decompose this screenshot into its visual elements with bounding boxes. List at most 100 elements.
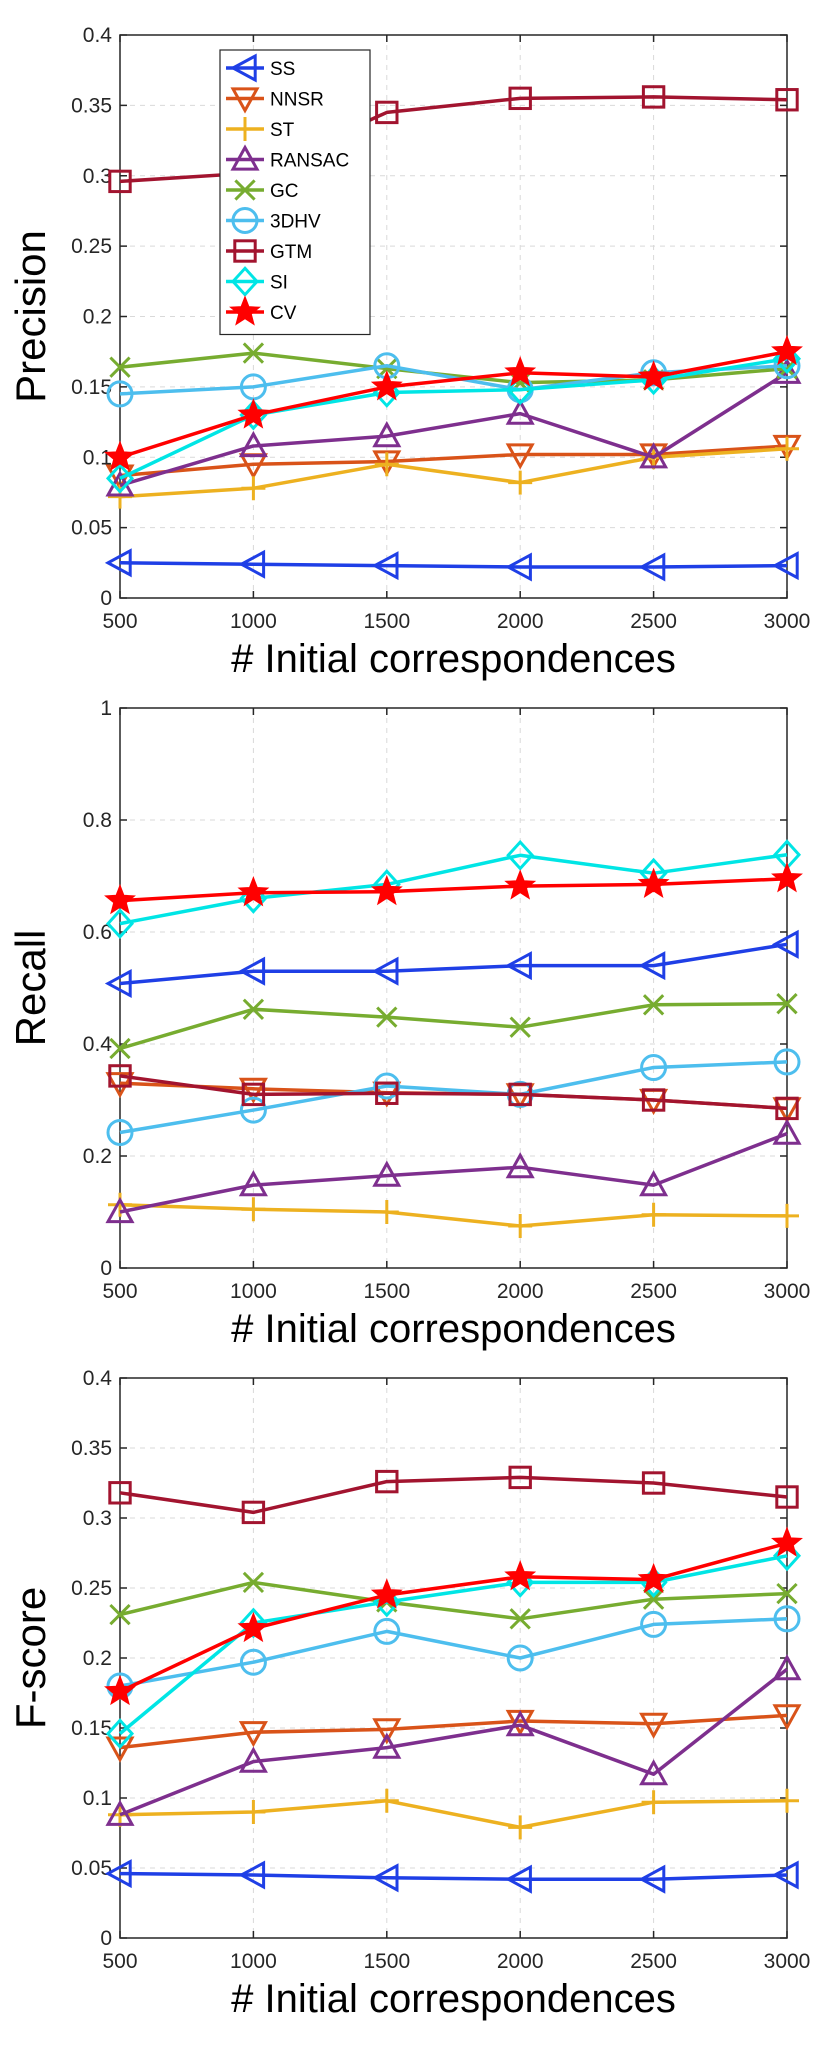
chart-1: 500 1000 1500 2000 2500 3000 0 0.05 0.1 0.15 0.2 0.… [7,24,810,681]
marker-st-4 [641,1202,666,1227]
marker-cv-2 [370,874,403,906]
series-line-cv [119,877,788,903]
marker-cv-2 [370,370,403,401]
marker-ransac-legend [230,144,260,171]
series-line-ransac [119,371,788,488]
x-tick-label: 2000 [497,1280,544,1303]
marker-cv-legend [229,295,261,326]
marker-cv-3 [504,1560,537,1591]
marker-st-5 [775,1203,799,1228]
y-tick-label: 0.8 [83,809,112,832]
chart-3: 500 1000 1500 2000 2500 3000 0 0.05 0.1 0.15 0.2 0.… [7,1367,810,2021]
marker-si-3 [506,374,535,406]
marker-gc-0 [109,1603,131,1626]
y-tick-label: 0.2 [83,1647,112,1670]
marker-si-legend [230,266,260,297]
marker-gtm-5 [775,1485,799,1509]
marker-ss-2 [371,1863,399,1893]
legend-label-cv: CV [270,303,297,324]
series-cv [104,1526,803,1706]
x-tick-label: 500 [102,1950,137,1973]
marker-gtm-0 [108,1064,132,1088]
series-line-ransac [119,1667,789,1817]
marker-gc-0 [109,1037,131,1060]
x-tick-label: 3000 [764,1280,811,1303]
marker-ss-2 [371,551,399,581]
marker-cv-1 [237,398,270,429]
series-line-3dhv [119,1060,788,1135]
x-tick-label: 2000 [497,610,544,633]
marker-3dhv-0 [106,380,134,408]
chart-2: 500 1000 1500 2000 2500 3000 0 0.2 0.4 0.6 0.8 1 # I… [7,697,810,1351]
y-tick-label: 0.35 [71,94,112,117]
x-axis-label: # Initial correspondences [231,637,676,681]
series-gtm [108,1465,799,1525]
marker-ss-5 [771,1860,799,1890]
marker-gtm-1 [241,1082,266,1107]
marker-gtm-0 [108,1481,132,1505]
series-gtm [108,1064,799,1121]
marker-ss-0 [104,1859,132,1889]
marker-nnsr-1 [238,1077,268,1104]
marker-gc-2 [376,1006,398,1028]
series-line-ss [119,1871,788,1881]
series-line-gtm [119,1475,788,1515]
marker-nnsr-0 [105,1736,135,1763]
marker-cv-1 [237,1611,270,1643]
marker-cv-5 [771,862,803,893]
marker-ss-2 [371,956,399,986]
marker-gtm-2 [375,100,399,125]
marker-st-3 [508,1214,533,1238]
legend-label-ss: SS [270,59,295,80]
axes-box [119,707,788,1269]
series-line-si [118,1554,788,1735]
series-3dhv [106,1605,801,1700]
y-tick-label: 0.4 [83,1367,113,1390]
marker-st-3 [508,1815,533,1840]
legend-item-gc: GC [226,179,299,202]
marker-gc-1 [242,342,265,364]
marker-3dhv-0 [106,1118,134,1146]
x-tick-label: 3000 [764,610,811,633]
marker-st-3 [508,470,533,495]
marker-nnsr-5 [772,434,802,462]
y-tick-label: 0.2 [83,1145,112,1168]
series-line-gc [119,1001,788,1051]
series-line-st [119,447,788,499]
marker-cv-3 [504,356,537,387]
marker-ransac-2 [372,421,402,448]
marker-ss-1 [238,956,266,986]
x-tick-label: 1000 [230,1950,277,1973]
legend-item-ransac: RANSAC [226,144,349,172]
marker-ransac-5 [772,1654,802,1681]
marker-gtm-0 [108,169,132,194]
marker-gtm-3 [508,1465,532,1490]
marker-ss-0 [104,548,132,578]
x-tick-label: 1500 [363,1950,410,1973]
series-si [105,343,802,494]
y-tick-label: 0.15 [71,1717,112,1740]
series-gc [109,993,798,1060]
y-tick-label: 0.05 [71,1857,112,1880]
marker-ss-3 [505,552,532,582]
legend-item-si: SI [226,266,288,297]
x-tick-label: 1500 [363,1280,410,1303]
marker-gtm-3 [508,1082,532,1107]
marker-3dhv-2 [373,1617,401,1645]
series-line-gtm [119,1074,788,1111]
marker-cv-0 [104,883,136,915]
marker-cv-1 [237,876,270,907]
series-ss [104,929,799,999]
marker-nnsr-0 [105,1072,135,1099]
y-tick-label: 0 [100,1927,112,1950]
marker-si-0 [105,1718,135,1750]
y-tick-label: 0.1 [83,1787,112,1810]
x-tick-label: 2500 [630,610,677,633]
marker-st-1 [241,476,266,501]
marker-gc-5 [776,1582,798,1605]
y-tick-label: 0.1 [83,446,112,469]
marker-ss-0 [104,969,132,999]
marker-ss-4 [638,1864,666,1894]
y-tick-label: 0 [100,1257,112,1280]
